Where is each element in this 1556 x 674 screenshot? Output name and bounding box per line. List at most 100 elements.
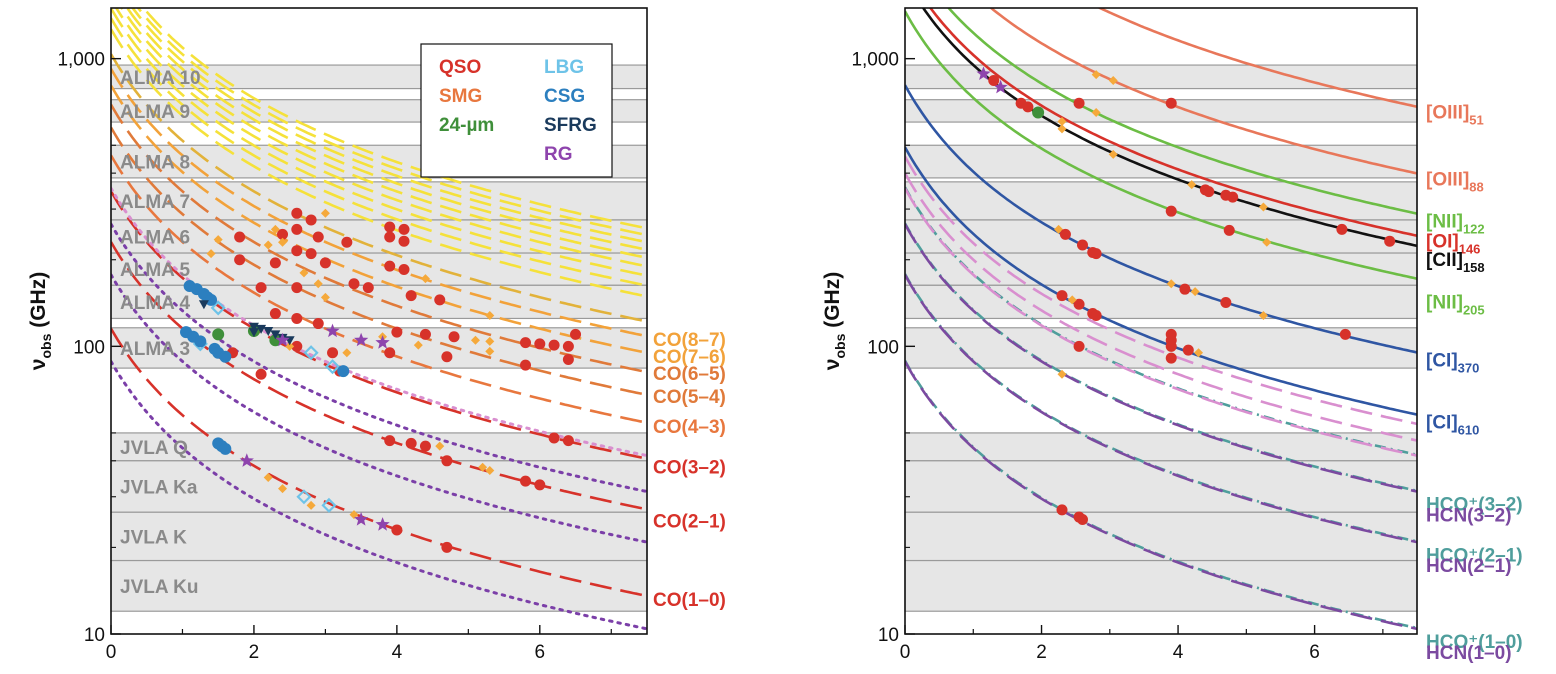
- band: [904, 511, 1418, 562]
- data-point: [570, 328, 582, 340]
- data-point: [562, 353, 574, 365]
- data-point: [441, 351, 453, 363]
- data-point: [520, 475, 532, 487]
- band-label: ALMA 5: [120, 260, 190, 281]
- series-label: HCN(2–1): [1426, 556, 1512, 577]
- data-point: [1032, 106, 1045, 119]
- series-line: [989, 8, 1417, 175]
- legend: QSO SMG 24-µm LBG CSG SFRG RG: [420, 43, 613, 178]
- y-axis-title: νobs (GHz): [821, 272, 848, 370]
- series-label: CO(6–5): [653, 364, 726, 385]
- data-point: [291, 282, 303, 294]
- data-point: [327, 347, 339, 359]
- data-point: [1227, 191, 1239, 203]
- data-point: [320, 208, 330, 218]
- data-point: [291, 245, 303, 257]
- series-label: [CII]158: [1426, 250, 1485, 275]
- band-label: ALMA 10: [120, 68, 201, 89]
- data-point: [1165, 340, 1177, 352]
- data-point: [263, 472, 273, 482]
- data-point: [270, 224, 280, 234]
- data-point: [419, 440, 431, 452]
- data-point: [441, 541, 453, 553]
- series-label: CO(2–1): [653, 511, 726, 532]
- data-point: [384, 435, 396, 447]
- band: [110, 511, 648, 562]
- x-tick-label: 2: [249, 642, 260, 663]
- series-label: [CI]370: [1426, 350, 1479, 375]
- legend-entry: RG: [544, 144, 573, 165]
- data-point: [296, 489, 312, 505]
- data-point: [1108, 75, 1118, 85]
- data-point: [441, 455, 453, 467]
- data-point: [263, 327, 274, 337]
- series-label: [NII]205: [1426, 293, 1485, 318]
- data-point: [303, 345, 319, 361]
- data-point: [534, 479, 546, 491]
- data-point: [1090, 309, 1102, 321]
- data-point: [306, 500, 316, 510]
- data-point: [419, 328, 431, 340]
- series-label: HCO⁺(1–0): [1426, 632, 1523, 653]
- series-line: [905, 146, 1417, 416]
- data-point: [470, 335, 480, 345]
- series-line: [111, 28, 647, 298]
- series-line: [111, 8, 647, 277]
- series-label: CO(5–4): [653, 387, 726, 408]
- data-point: [1179, 283, 1191, 295]
- panel-right: 0 2 4 6 10 100 1,000 νobs (GHz) [OIII]51 [OIII]88…: [821, 7, 1523, 664]
- data-point: [485, 336, 495, 346]
- data-point: [348, 278, 360, 290]
- series-line: [131, 8, 647, 244]
- legend-entry: LBG: [544, 57, 584, 78]
- data-point: [255, 368, 267, 380]
- data-point: [239, 453, 254, 467]
- data-point: [1262, 237, 1272, 247]
- band: [110, 181, 648, 221]
- data-point: [312, 231, 324, 243]
- data-point: [275, 332, 290, 347]
- plot-frame: [904, 7, 1418, 635]
- data-point: [384, 347, 396, 359]
- data-point: [534, 338, 546, 350]
- series-line: [111, 104, 647, 374]
- band-label: JVLA Q: [120, 438, 188, 459]
- data-point: [269, 257, 281, 269]
- band: [904, 99, 1418, 123]
- series-line: [111, 17, 647, 287]
- data-point: [349, 510, 359, 520]
- series-label: HCN(3–2): [1426, 506, 1512, 527]
- data-point: [299, 268, 309, 278]
- data-point: [375, 517, 390, 531]
- data-point: [213, 235, 223, 245]
- data-point: [248, 328, 259, 338]
- data-point: [976, 66, 991, 80]
- band-label: JVLA Ku: [120, 577, 198, 598]
- data-point: [988, 74, 1000, 86]
- data-point: [485, 346, 495, 356]
- data-point: [384, 221, 396, 233]
- series-label: HCO⁺(3–2): [1426, 495, 1523, 516]
- data-point: [1165, 205, 1177, 217]
- data-point: [291, 340, 303, 352]
- data-point: [1220, 297, 1232, 309]
- series-label: [CI]610: [1426, 413, 1479, 438]
- data-point: [291, 223, 303, 235]
- data-point: [1194, 348, 1204, 358]
- band-label: JVLA Ka: [120, 478, 198, 499]
- data-point: [212, 328, 225, 341]
- series-line: [111, 360, 647, 631]
- data-point: [1336, 223, 1348, 235]
- data-point: [1073, 97, 1085, 109]
- plot-frame: [110, 7, 648, 635]
- x-tick-label: 6: [1309, 642, 1320, 663]
- band: [904, 284, 1418, 320]
- series-label: HCO⁺(2–1): [1426, 545, 1523, 566]
- data-point: [1059, 228, 1071, 240]
- series-line: [1097, 8, 1417, 108]
- data-point: [234, 254, 246, 266]
- data-point: [1165, 352, 1177, 364]
- series-label: [OIII]51: [1426, 103, 1484, 128]
- data-point: [325, 323, 340, 338]
- series-label: CO(4–3): [653, 417, 726, 438]
